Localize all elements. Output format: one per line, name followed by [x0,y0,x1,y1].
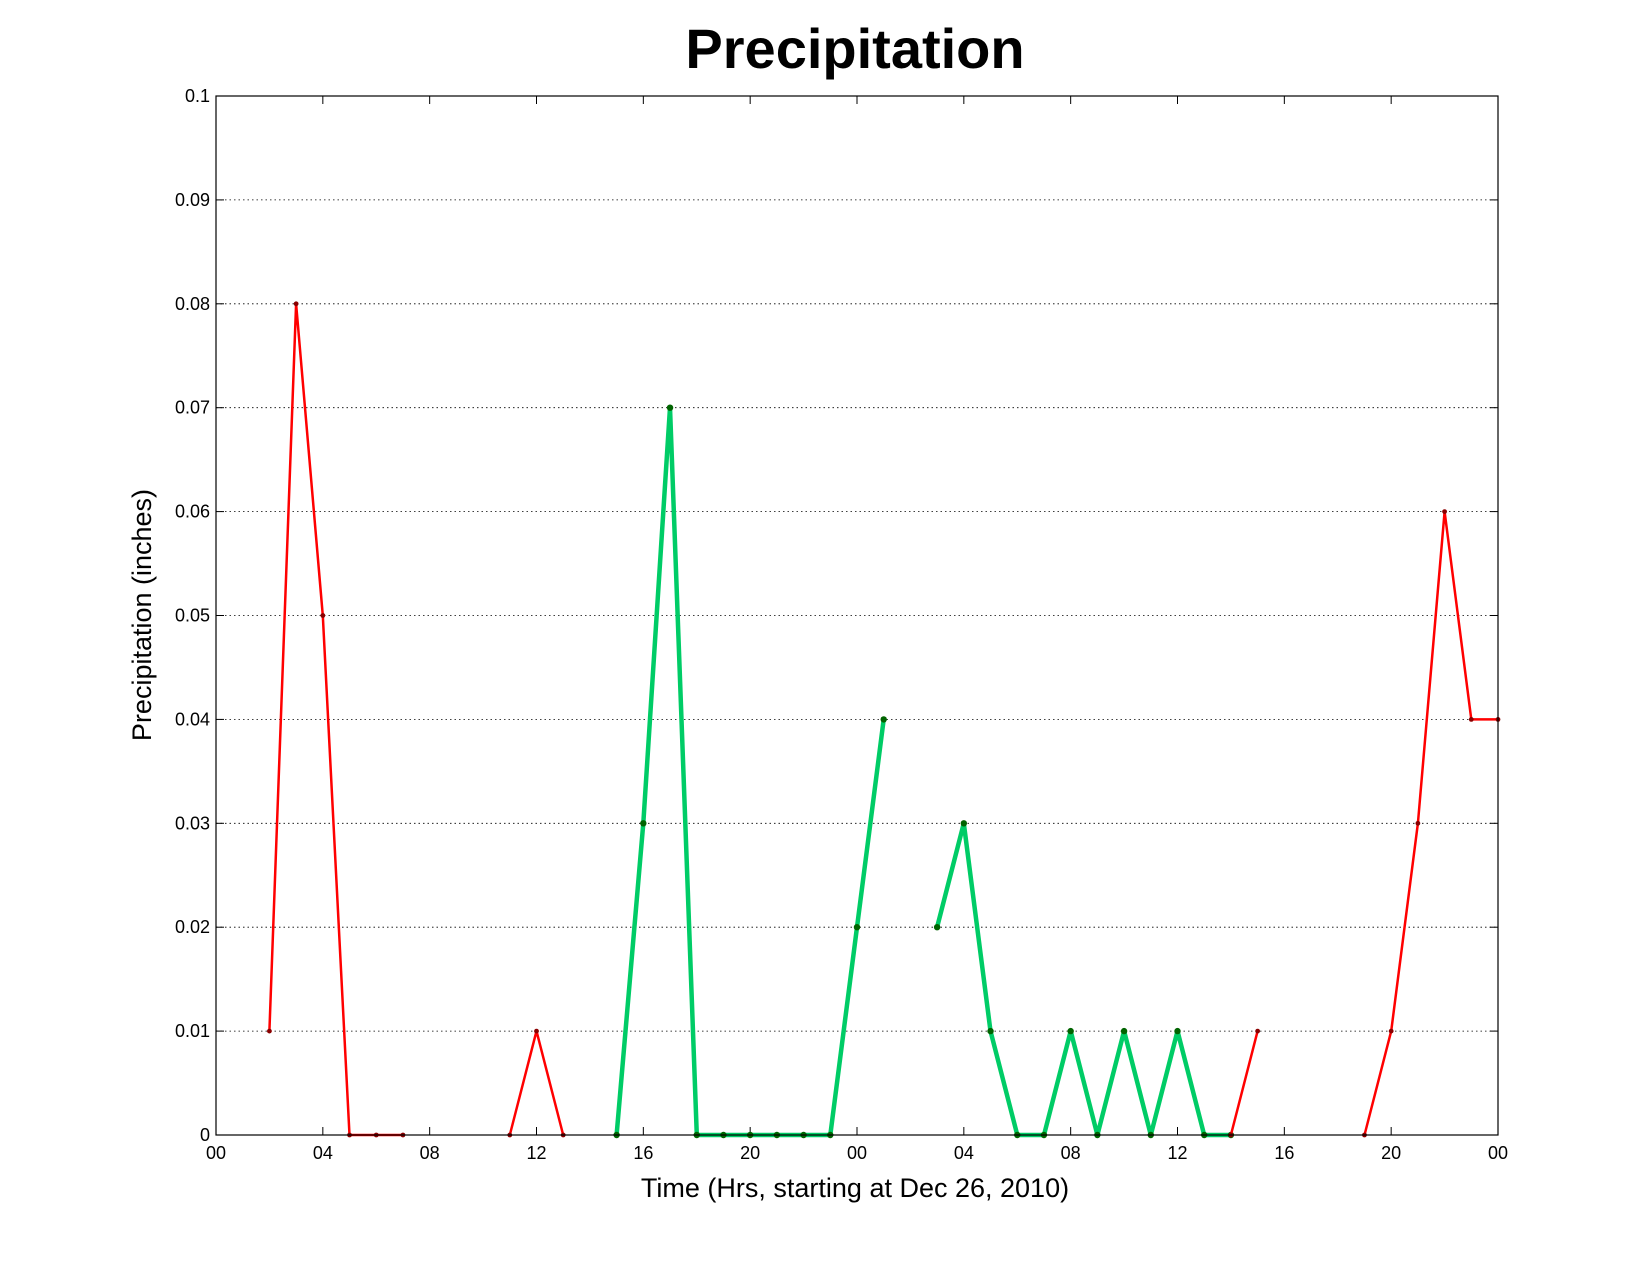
x-axis-label: Time (Hrs, starting at Dec 26, 2010) [641,1173,1069,1203]
x-tick-label: 12 [526,1143,546,1163]
data-point [640,820,647,827]
x-tick-label: 16 [1274,1143,1294,1163]
x-tick-label: 16 [633,1143,653,1163]
y-tick-label: 0.1 [185,86,210,106]
data-point [534,1028,539,1034]
y-tick-label: 0.03 [175,813,210,833]
x-tick-label: 20 [1381,1143,1401,1163]
data-point [853,924,861,931]
data-point [666,404,674,411]
data-point [1468,717,1474,722]
y-tick-label: 0.09 [175,190,210,210]
series-line-4 [934,821,1234,1138]
x-tick-labels: 00 04 08 12 16 20 00 04 08 12 16 20 00 [206,1143,1508,1163]
y-tick-label: 0.05 [175,606,210,626]
data-point [1388,1028,1394,1034]
y-tick-label: 0.08 [175,294,210,314]
x-tick-label: 20 [740,1143,760,1163]
data-point [1255,1028,1261,1034]
x-tick-label: 08 [420,1143,440,1163]
x-tick-label: 00 [847,1143,867,1163]
data-point [267,1028,272,1034]
series-line-6 [1363,510,1500,1137]
x-tick-label: 04 [954,1143,974,1163]
y-tick-label: 0.02 [175,917,210,937]
data-point [880,716,887,723]
x-tick-label: 12 [1167,1143,1187,1163]
data-series [267,301,1501,1139]
series-line-2 [508,1029,565,1137]
chart-title: Precipitation [685,17,1024,80]
x-tick-label: 04 [313,1143,333,1163]
data-point [1120,1027,1128,1035]
y-tick-label: 0.06 [175,502,210,522]
x-tick-label: 00 [206,1143,226,1163]
data-point [1067,1027,1074,1035]
y-tick-label: 0.07 [175,398,210,418]
series-line-3 [614,405,886,1138]
plot-frame [215,95,1499,1136]
y-axis-label: Precipitation (inches) [127,489,157,741]
data-point [320,613,326,618]
data-point [1174,1027,1181,1035]
y-tick-label: 0.04 [175,709,210,729]
data-point [987,1027,994,1035]
grid-lines [216,199,1498,1032]
y-tick-label: 0 [200,1125,210,1145]
y-tick-label: 0.01 [175,1021,210,1041]
y-tick-labels: 0 0.01 0.02 0.03 0.04 0.05 0.06 0.07 0.08 0.09 0.1 [175,86,210,1145]
series-line-5 [1229,1029,1259,1137]
data-point [1415,820,1421,826]
data-point [960,820,968,827]
x-tick-label: 00 [1488,1143,1508,1163]
data-point [293,301,299,307]
x-tick-label: 08 [1061,1143,1081,1163]
data-point [933,924,941,931]
data-point [1442,509,1447,514]
